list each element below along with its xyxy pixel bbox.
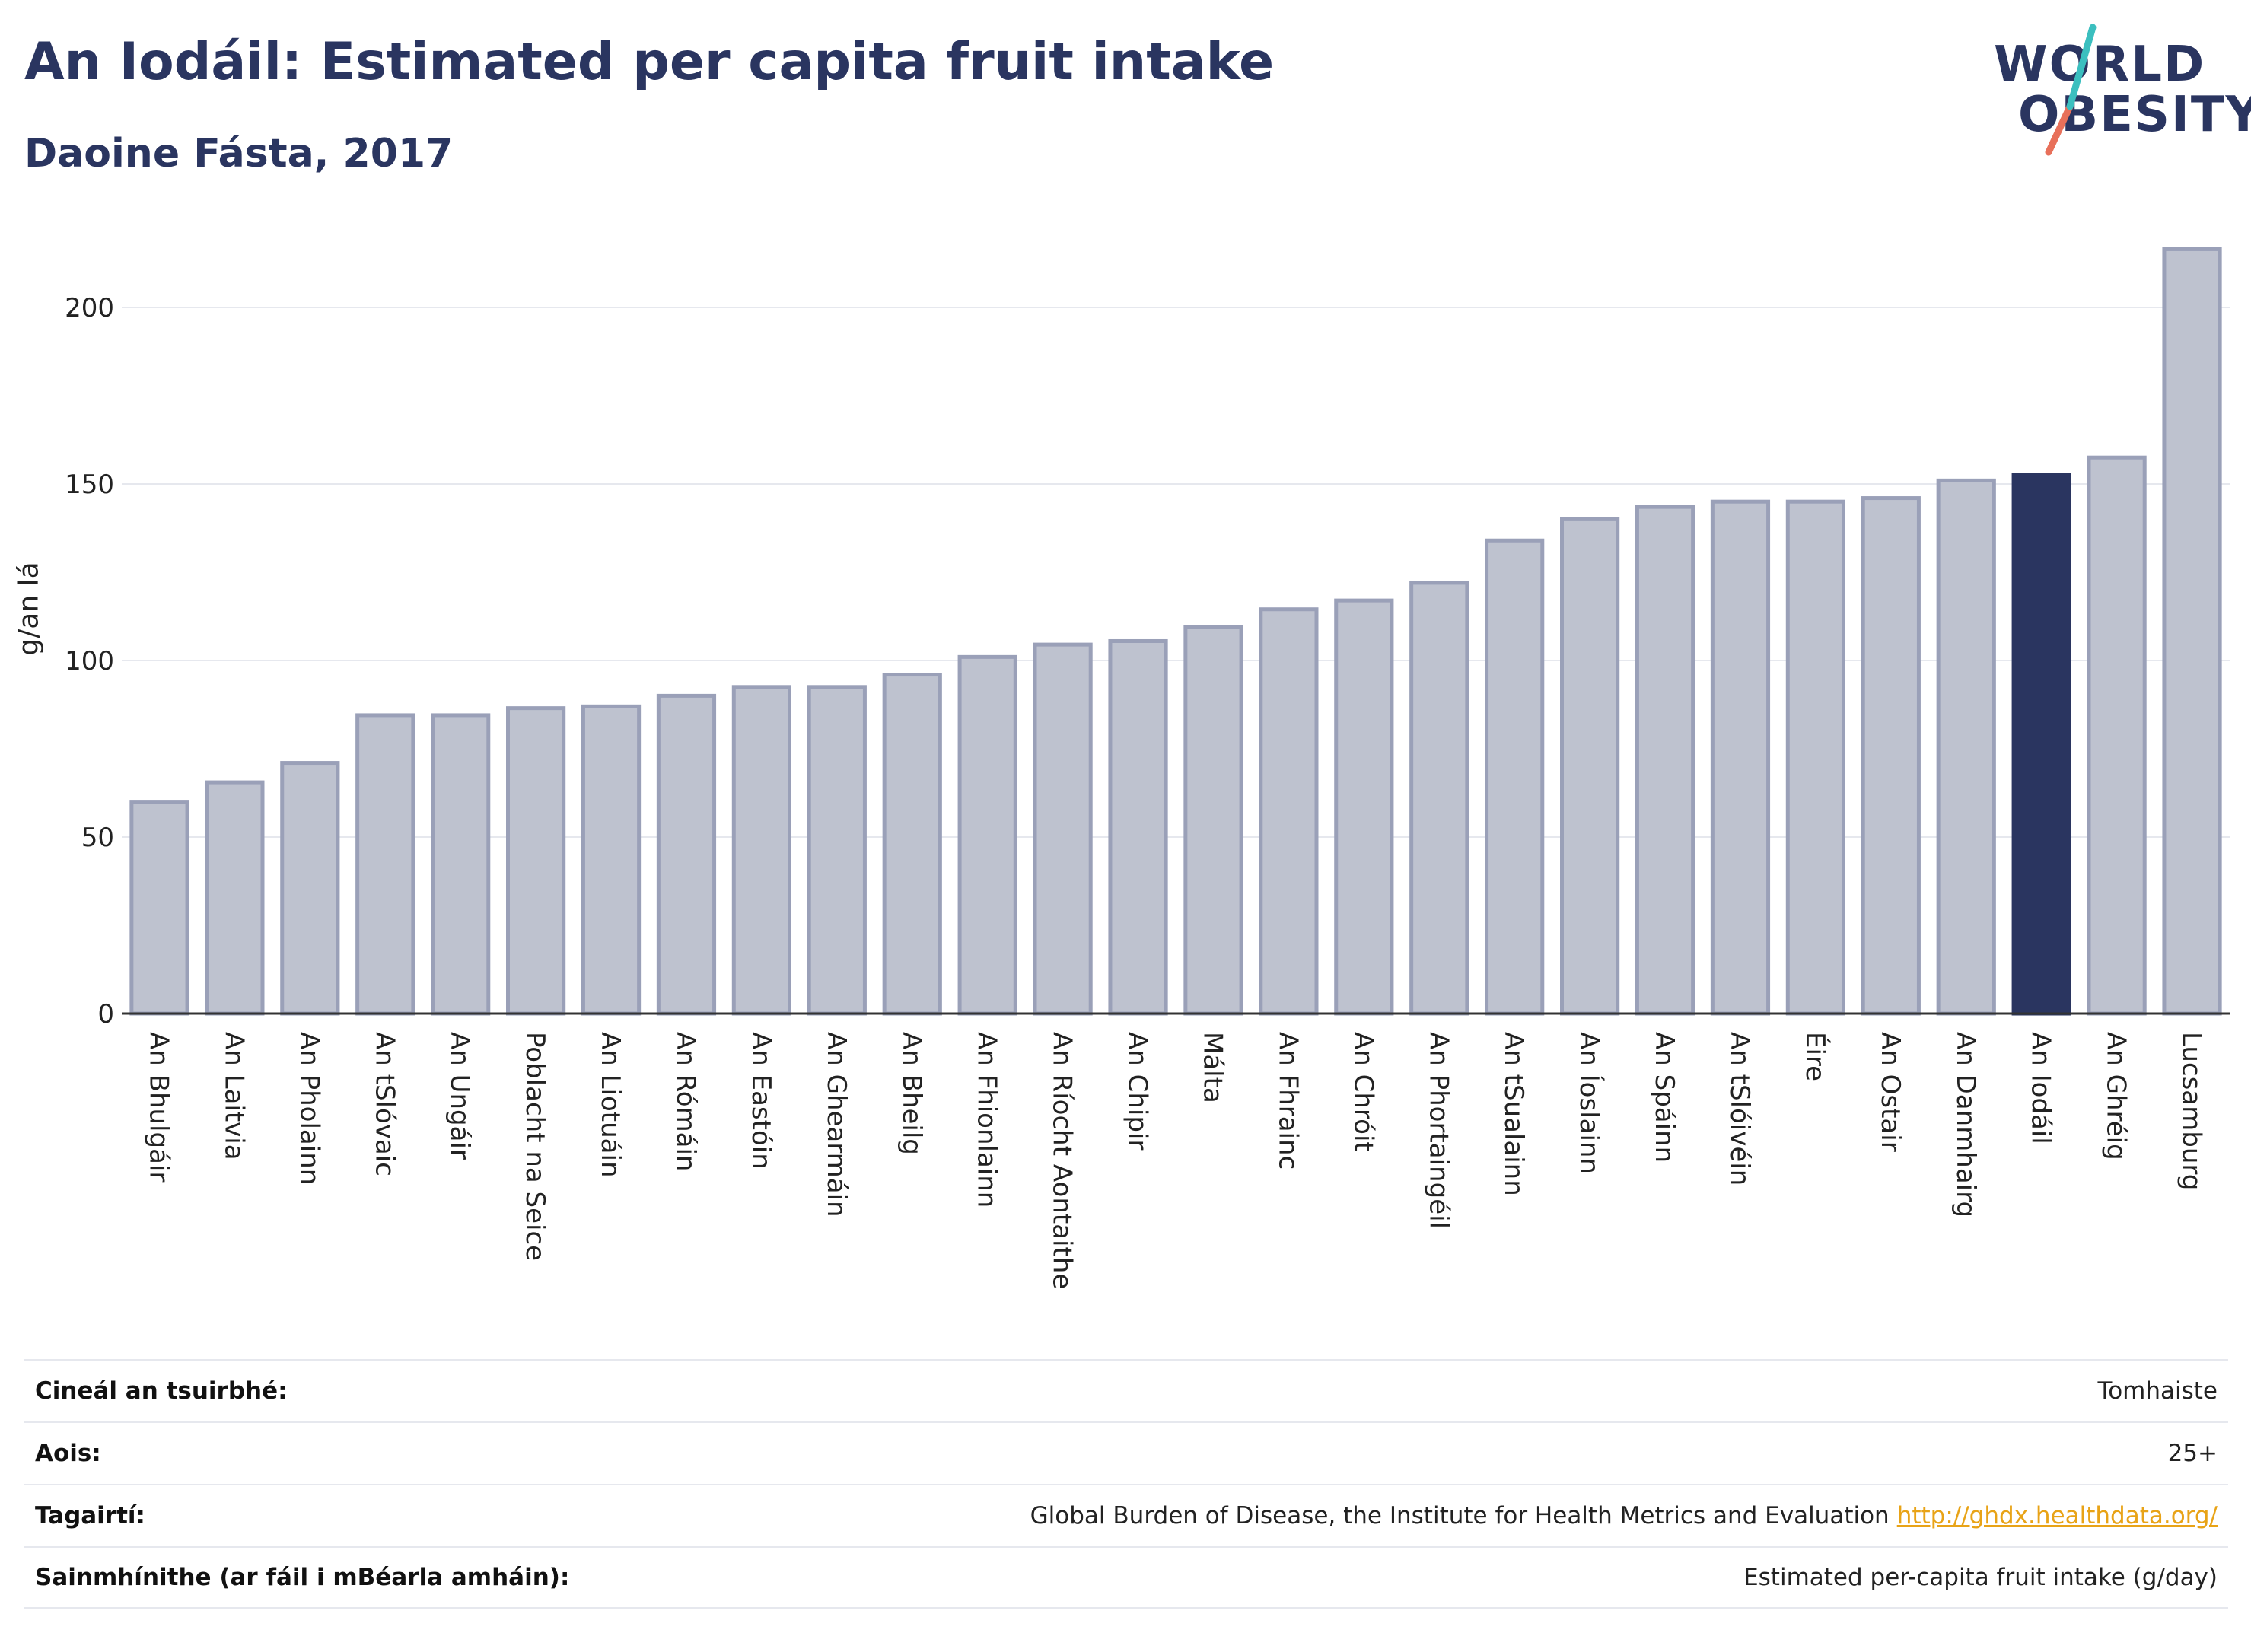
x-tick-label: An Pholainn	[294, 1032, 324, 1185]
bar-an-íoslainn[interactable]	[1560, 517, 1620, 1016]
x-tick-label: Lucsamburg	[2176, 1032, 2207, 1190]
info-value: 25+	[2167, 1440, 2218, 1467]
bar-an-fhrainc[interactable]	[1259, 607, 1319, 1016]
bar-poblacht-na-seice[interactable]	[506, 706, 566, 1016]
info-row-survey-type: Cineál an tsuirbhé: Tomhaiste	[24, 1359, 2228, 1421]
bar-an-iodáil[interactable]	[2011, 473, 2071, 1016]
info-value: Global Burden of Disease, the Institute …	[1030, 1502, 2218, 1529]
bar-an-spáinn[interactable]	[1635, 505, 1695, 1016]
bar-an-phortaingéil[interactable]	[1409, 581, 1469, 1016]
bar-an-tslóvaic[interactable]	[355, 713, 415, 1016]
bar-éire[interactable]	[1785, 499, 1845, 1016]
bar-an-danmhairg[interactable]	[1936, 478, 1996, 1016]
x-tick-label: An Fhionlainn	[972, 1032, 1002, 1208]
y-tick-label: 100	[65, 646, 114, 676]
bar-an-ungáir[interactable]	[431, 713, 491, 1016]
y-tick-label: 200	[65, 293, 114, 323]
x-tick-label: Poblacht na Seice	[520, 1032, 550, 1261]
x-tick-label: An Rómáin	[670, 1032, 701, 1171]
bar-an-tsualainn[interactable]	[1485, 538, 1545, 1016]
chart-title: An Iodáil: Estimated per capita fruit in…	[24, 32, 1275, 92]
x-tick-label: An tSlóivéin	[1724, 1032, 1755, 1186]
x-tick-label: An Danmhairg	[1950, 1032, 1981, 1218]
info-key: Tagairtí:	[35, 1502, 145, 1529]
chart-subtitle: Daoine Fásta, 2017	[24, 131, 454, 177]
y-tick-label: 50	[81, 823, 114, 853]
bar-lucsamburg[interactable]	[2162, 247, 2222, 1016]
x-tick-label: An Ungáir	[444, 1032, 475, 1160]
info-value: Tomhaiste	[2097, 1377, 2218, 1405]
x-tick-label: An Iodáil	[2026, 1032, 2056, 1144]
world-obesity-logo: WORLD OBESITY	[1986, 23, 2251, 160]
bar-an-bhulgáir[interactable]	[129, 800, 189, 1016]
x-tick-label: An Ghréig	[2101, 1032, 2132, 1160]
info-table: Cineál an tsuirbhé: Tomhaiste Aois: 25+ …	[24, 1359, 2228, 1609]
x-tick-label: An Chróit	[1348, 1032, 1378, 1152]
x-tick-label: An tSualainn	[1498, 1032, 1529, 1196]
info-key: Cineál an tsuirbhé:	[35, 1377, 288, 1405]
x-tick-label: An Eastóin	[746, 1032, 776, 1170]
x-tick-label: An Chipir	[1122, 1032, 1153, 1150]
x-tick-label: An Ostair	[1875, 1032, 1906, 1152]
x-tick-label: An Phortaingéil	[1423, 1032, 1453, 1229]
x-tick-label: An Laitvia	[218, 1032, 249, 1160]
info-key: Sainmhínithe (ar fáil i mBéarla amháin):	[35, 1564, 570, 1591]
bar-an-liotuáin[interactable]	[581, 704, 642, 1016]
x-tick-label: An Ghearmáin	[821, 1032, 852, 1218]
logo-line-1: WORLD	[1994, 37, 2206, 93]
info-key: Aois:	[35, 1440, 101, 1467]
info-row-definitions: Sainmhínithe (ar fáil i mBéarla amháin):…	[24, 1546, 2228, 1609]
x-tick-label: An tSlóvaic	[369, 1032, 400, 1176]
bar-an-ostair[interactable]	[1861, 496, 1921, 1016]
info-value: Estimated per-capita fruit intake (g/day…	[1743, 1564, 2218, 1591]
bar-an-ghréig[interactable]	[2087, 455, 2147, 1016]
x-tick-label: An Liotuáin	[595, 1032, 626, 1178]
bar-málta[interactable]	[1183, 625, 1243, 1016]
x-tick-label: An Íoslainn	[1574, 1032, 1605, 1174]
logo-slash-icon	[2045, 24, 2097, 156]
x-tick-label: An Bheilg	[896, 1032, 927, 1155]
x-tick-label: Éire	[1800, 1032, 1831, 1081]
bar-an-bheilg[interactable]	[882, 673, 942, 1016]
info-row-age: Aois: 25+	[24, 1421, 2228, 1484]
bar-an-tslóivéin[interactable]	[1710, 499, 1771, 1016]
bar-an-ríocht-aontaithe[interactable]	[1033, 642, 1093, 1016]
info-row-references: Tagairtí: Global Burden of Disease, the …	[24, 1484, 2228, 1546]
y-tick-label: 0	[97, 999, 114, 1030]
bar-an-chipir[interactable]	[1108, 638, 1168, 1016]
x-tick-label: An Fhrainc	[1272, 1032, 1303, 1170]
x-tick-label: An Bhulgáir	[143, 1032, 174, 1182]
bar-an-pholainn[interactable]	[280, 761, 340, 1016]
bar-an-fhionlainn[interactable]	[957, 654, 1017, 1016]
bar-an-ghearmáin[interactable]	[807, 685, 867, 1016]
bar-an-rómáin[interactable]	[656, 693, 717, 1016]
y-tick-label: 150	[65, 469, 114, 500]
bar-an-eastóin[interactable]	[731, 685, 791, 1016]
x-tick-label: An Spáinn	[1649, 1032, 1679, 1163]
bar-an-laitvia[interactable]	[205, 780, 265, 1016]
bar-an-chróit[interactable]	[1334, 598, 1394, 1016]
x-tick-label: An Ríocht Aontaithe	[1047, 1032, 1078, 1289]
reference-link[interactable]: http://ghdx.healthdata.org/	[1896, 1502, 2218, 1529]
bar-chart: 0 50 100 150 200 An Bhulgáir An Laitvia An Phol…	[65, 247, 2230, 1289]
x-tick-label: Málta	[1197, 1032, 1227, 1103]
reference-text: Global Burden of Disease, the Institute …	[1030, 1502, 1890, 1529]
